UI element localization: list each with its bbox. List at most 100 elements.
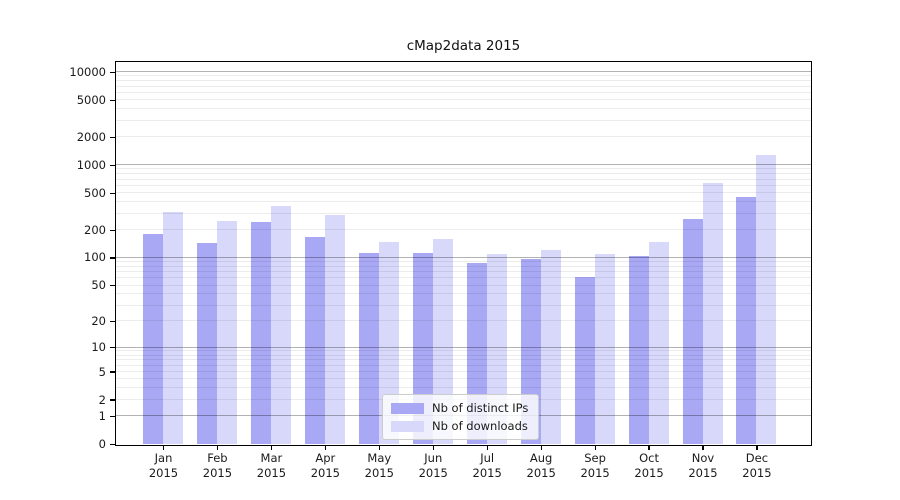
bar-distinct-ips — [628, 255, 649, 444]
y-tick-label: 100 — [84, 250, 106, 265]
x-tick-label: Aug 2015 — [511, 451, 571, 481]
minor-gridline — [116, 354, 811, 356]
minor-gridline — [116, 80, 811, 82]
minor-gridline — [116, 75, 811, 77]
x-tick-label: Apr 2015 — [295, 451, 355, 481]
x-tick-label: Dec 2015 — [727, 451, 787, 481]
bar-downloads — [270, 205, 291, 444]
y-tick-mark — [110, 371, 115, 373]
major-gridline — [116, 164, 811, 166]
y-tick-mark — [110, 136, 115, 138]
bar-distinct-ips — [358, 252, 379, 444]
minor-gridline — [116, 371, 811, 373]
x-tick-label: Mar 2015 — [241, 451, 301, 481]
bar-distinct-ips — [250, 222, 271, 444]
bar-distinct-ips — [682, 219, 703, 444]
y-tick-label: 2 — [98, 392, 106, 407]
y-tick-label: 20 — [91, 313, 106, 328]
legend-swatch-downloads — [391, 420, 424, 432]
y-tick-label: 10000 — [69, 64, 106, 79]
x-tick-mark — [378, 446, 380, 450]
y-tick-label: 10 — [91, 340, 106, 355]
y-tick-label: 2000 — [76, 129, 106, 144]
y-tick-mark — [110, 71, 115, 73]
y-tick-mark — [110, 229, 115, 231]
x-tick-mark — [702, 446, 704, 450]
x-tick-year: 2015 — [580, 466, 610, 480]
bar-downloads — [324, 214, 345, 444]
x-tick-year: 2015 — [472, 466, 502, 480]
x-tick-year: 2015 — [256, 466, 287, 480]
minor-gridline — [116, 108, 811, 110]
bar-downloads — [163, 211, 183, 444]
legend-label: Nb of distinct IPs — [432, 401, 529, 415]
major-gridline — [116, 346, 811, 348]
x-tick-label: Jan 2015 — [134, 451, 194, 481]
minor-gridline — [116, 304, 811, 306]
minor-gridline — [116, 293, 811, 295]
minor-gridline — [116, 119, 811, 121]
minor-gridline — [116, 320, 811, 322]
major-gridline — [116, 256, 811, 258]
y-tick-label: 1 — [98, 408, 106, 423]
bar-downloads — [216, 221, 237, 444]
x-tick-year: 2015 — [418, 466, 448, 480]
y-tick-mark — [110, 443, 115, 446]
minor-gridline — [116, 168, 811, 170]
x-tick-label: Nov 2015 — [673, 451, 733, 481]
minor-gridline — [116, 85, 811, 87]
minor-gridline — [116, 229, 811, 231]
y-tick-label: 200 — [84, 222, 106, 237]
y-tick-mark — [110, 284, 115, 287]
y-tick-mark — [110, 346, 115, 349]
x-tick-mark — [648, 446, 650, 450]
x-tick-mark — [324, 446, 326, 450]
bar-downloads — [378, 242, 399, 444]
minor-gridline — [116, 184, 811, 186]
y-tick-label: 50 — [91, 278, 106, 293]
minor-gridline — [116, 136, 811, 138]
bar-distinct-ips — [143, 233, 163, 444]
bar-distinct-ips — [736, 196, 757, 444]
y-tick-mark — [110, 257, 115, 259]
minor-gridline — [116, 201, 811, 203]
x-tick-year: 2015 — [526, 466, 556, 480]
x-tick-year: 2015 — [688, 466, 718, 480]
x-tick-mark — [270, 446, 272, 450]
y-tick-mark — [110, 192, 115, 194]
minor-gridline — [116, 364, 811, 366]
plot-area: Nb of distinct IPs Nb of downloads — [115, 61, 812, 446]
x-tick-year: 2015 — [364, 466, 394, 480]
x-tick-year: 2015 — [148, 466, 179, 480]
legend-item-distinct-ips: Nb of distinct IPs — [391, 401, 528, 415]
minor-gridline — [116, 91, 811, 93]
x-tick-label: Oct 2015 — [619, 451, 679, 481]
x-tick-year: 2015 — [742, 466, 772, 480]
minor-gridline — [116, 284, 811, 286]
y-tick-label: 0 — [98, 437, 106, 451]
y-tick-mark — [110, 415, 115, 418]
y-tick-label: 5 — [98, 364, 106, 379]
minor-gridline — [116, 99, 811, 101]
x-tick-mark — [594, 446, 596, 450]
minor-gridline — [116, 265, 811, 267]
minor-gridline — [116, 350, 811, 352]
x-tick-mark — [432, 446, 434, 450]
minor-gridline — [116, 387, 811, 389]
bar-distinct-ips — [196, 242, 217, 444]
minor-gridline — [116, 178, 811, 180]
legend-item-downloads: Nb of downloads — [391, 419, 528, 433]
y-tick-mark — [110, 99, 115, 101]
bar-distinct-ips — [304, 236, 325, 444]
minor-gridline — [116, 212, 811, 214]
chart-title: cMap2data 2015 — [406, 38, 521, 54]
minor-gridline — [116, 271, 811, 273]
y-tick-mark — [110, 164, 115, 166]
bar-distinct-ips — [574, 276, 595, 444]
y-tick-label: 500 — [84, 185, 106, 200]
x-tick-mark — [216, 446, 219, 450]
x-tick-label: May 2015 — [349, 451, 409, 481]
x-tick-mark — [540, 446, 542, 450]
x-tick-mark — [486, 446, 488, 450]
